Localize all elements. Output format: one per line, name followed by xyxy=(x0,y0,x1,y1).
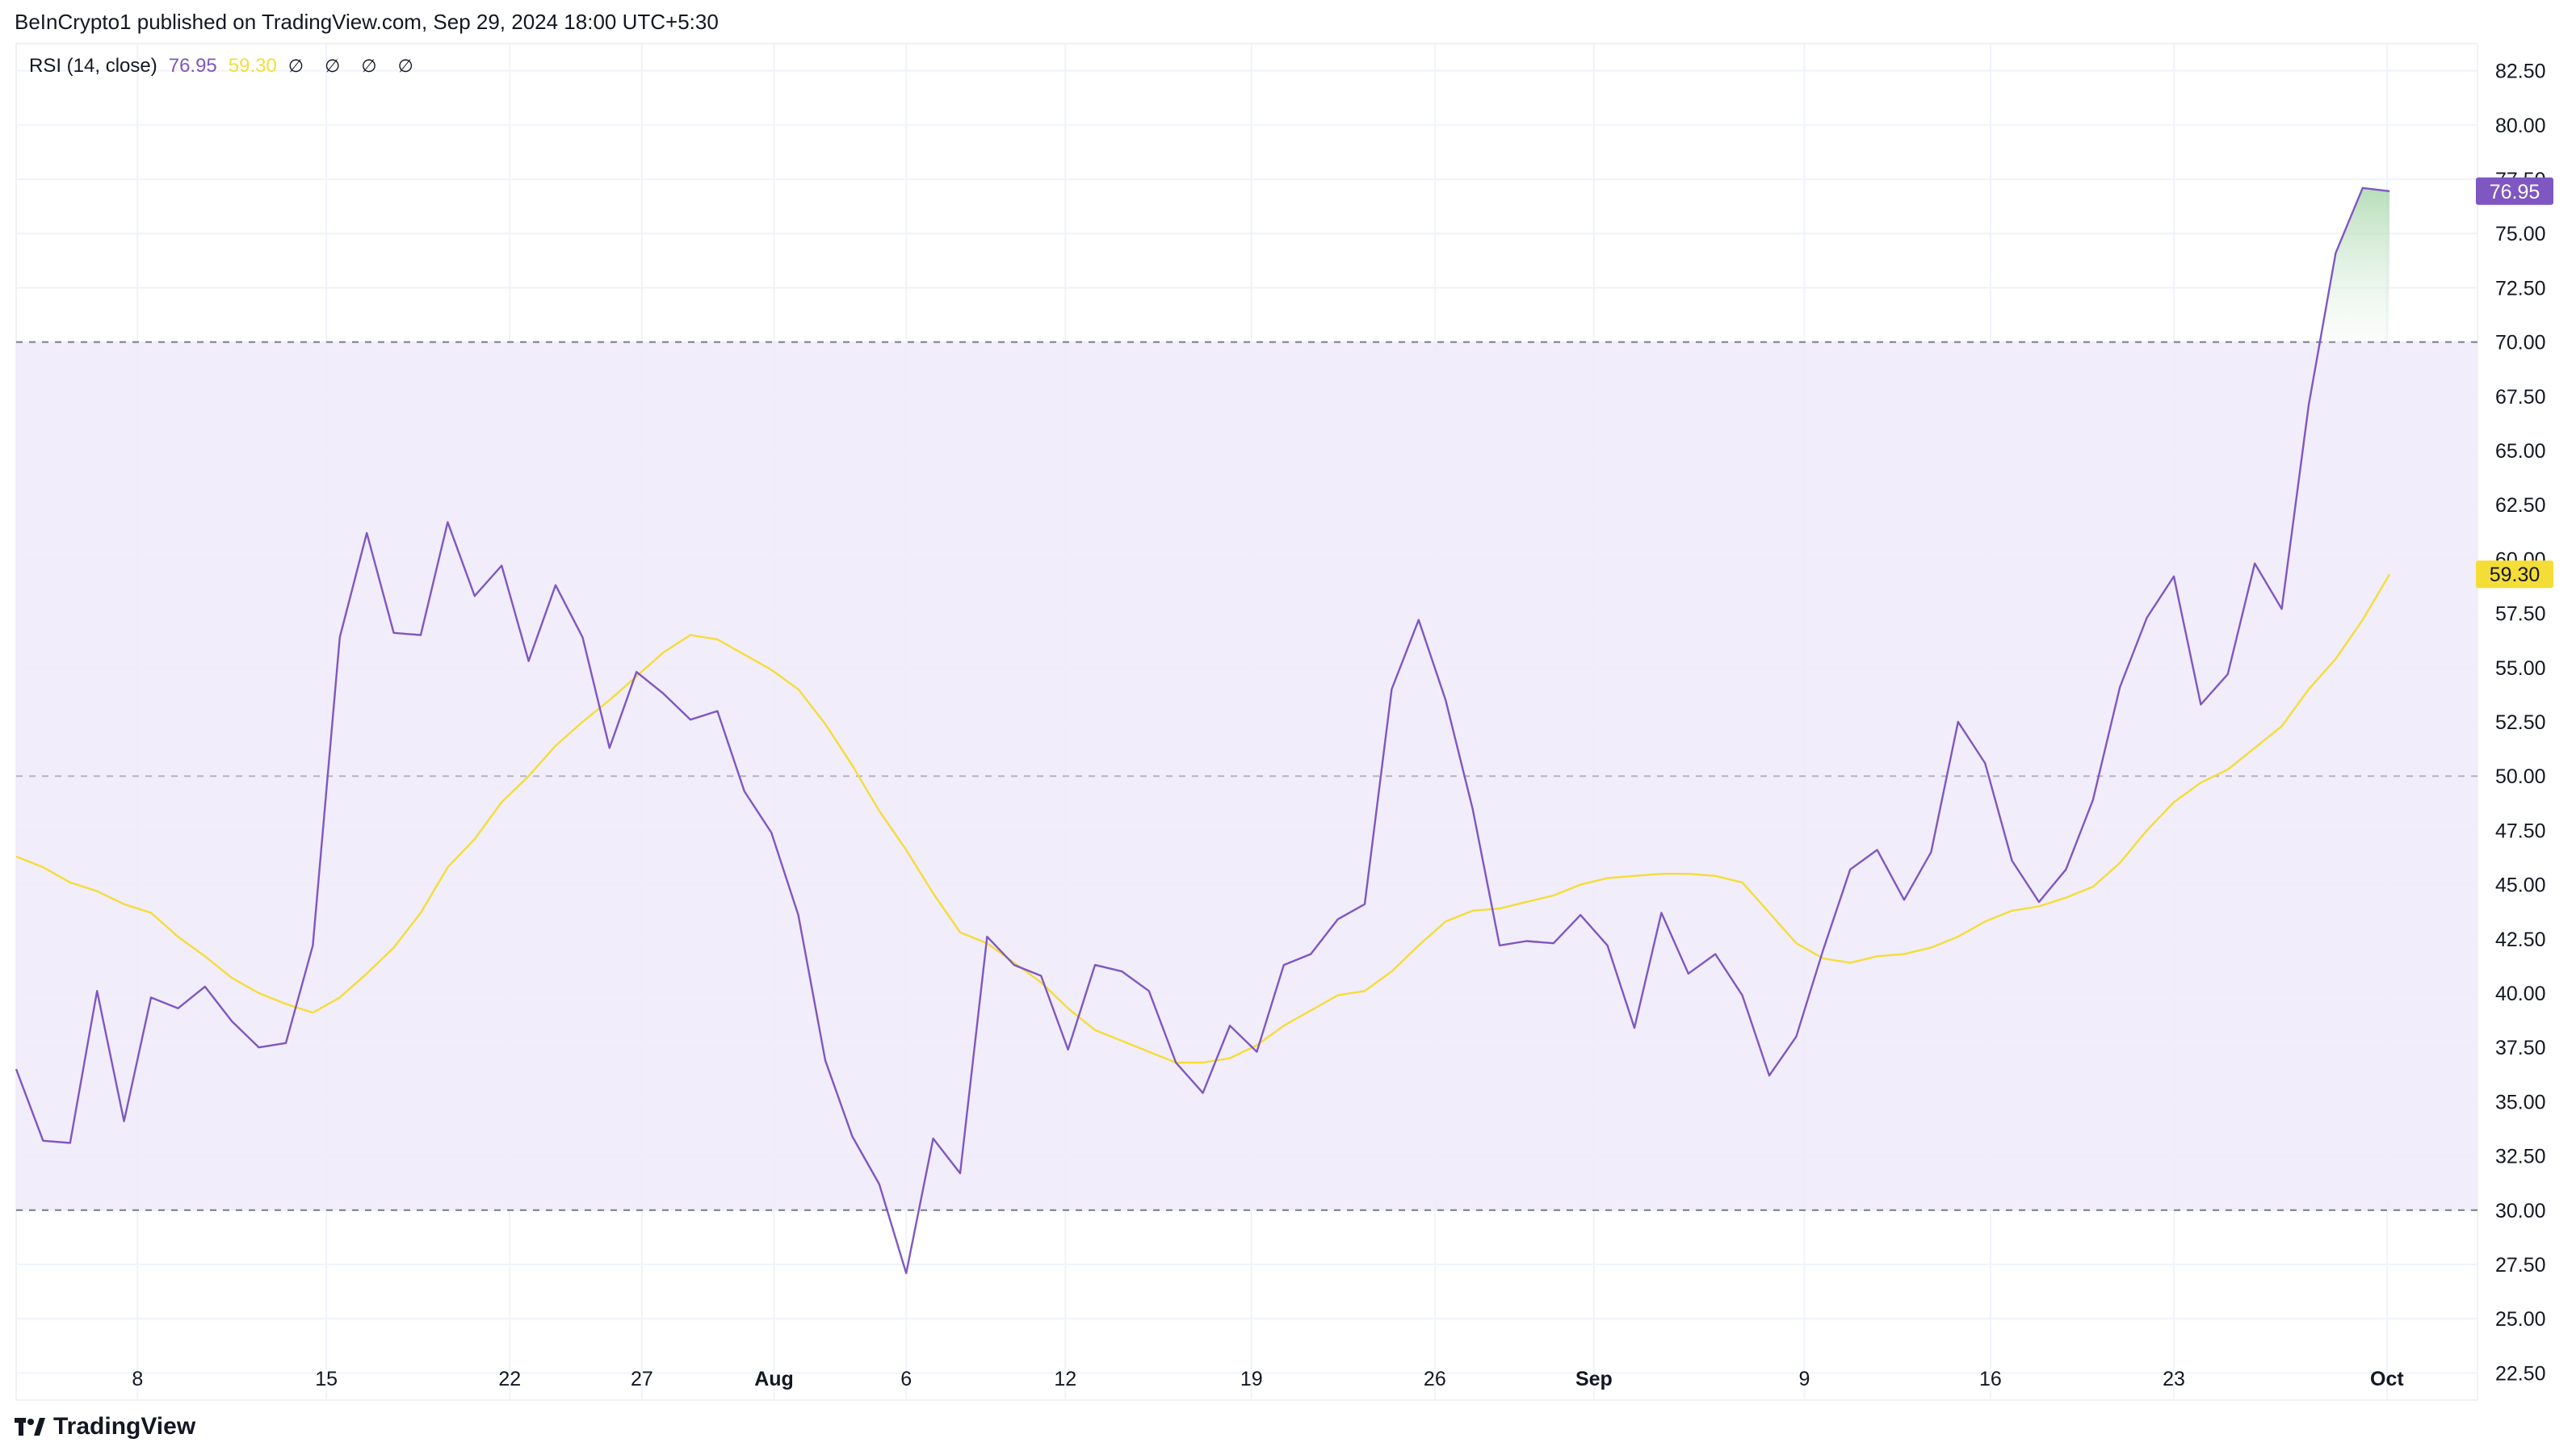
y-tick-label: 32.50 xyxy=(2495,1146,2546,1168)
rsi-current-value: 76.95 xyxy=(168,55,217,77)
tradingview-logo[interactable]: TradingView xyxy=(15,1413,195,1440)
x-tick-label: 8 xyxy=(132,1368,143,1390)
y-tick-label: 62.50 xyxy=(2495,494,2546,517)
x-tick-label: 27 xyxy=(631,1368,653,1390)
brand-label: TradingView xyxy=(53,1413,196,1440)
x-tick-label: 23 xyxy=(2163,1368,2185,1390)
ma-series-line xyxy=(15,573,2391,1064)
x-tick-label: 9 xyxy=(1798,1368,1810,1390)
y-tick-label: 35.00 xyxy=(2495,1091,2546,1113)
y-tick-label: 57.50 xyxy=(2495,603,2546,626)
indicator-name: RSI (14, close) xyxy=(29,55,157,77)
axes: 22.50 25.00 27.50 30.00 32.50 35.00 37.50 40.00… xyxy=(132,61,2553,1390)
rsi-band xyxy=(16,341,2477,1211)
y-tick-label: 27.50 xyxy=(2495,1254,2546,1277)
y-tick-label: 37.50 xyxy=(2495,1037,2546,1059)
series-lines xyxy=(15,187,2391,1274)
x-tick-label: Sep xyxy=(1575,1368,1613,1390)
ma-current-value: 59.30 xyxy=(228,55,277,77)
legend-format-icons[interactable]: ∅ ∅ ∅ ∅ xyxy=(287,56,422,76)
rsi-series-line xyxy=(15,187,2390,1274)
y-tick-label: 42.50 xyxy=(2495,929,2546,951)
y-tick-label: 55.00 xyxy=(2495,657,2546,680)
x-tick-label: 26 xyxy=(1424,1368,1446,1390)
indicator-legend[interactable]: RSI (14, close) 76.95 59.30 ∅ ∅ ∅ ∅ xyxy=(29,55,422,78)
x-tick-label: Oct xyxy=(2370,1368,2404,1390)
x-tick-label: 6 xyxy=(900,1368,912,1390)
y-tick-label: 50.00 xyxy=(2495,765,2546,788)
y-tick-label: 25.00 xyxy=(2495,1308,2546,1331)
y-tick-label: 22.50 xyxy=(2495,1362,2546,1385)
overbought-fill xyxy=(2319,187,2390,342)
y-tick-label: 70.00 xyxy=(2495,332,2546,354)
x-tick-label: 22 xyxy=(498,1368,521,1390)
x-tick-label: 12 xyxy=(1054,1368,1076,1390)
y-tick-label: 47.50 xyxy=(2495,820,2546,842)
rsi-last-value-tag: 76.95 xyxy=(2490,181,2540,203)
y-tick-label: 45.00 xyxy=(2495,874,2546,897)
x-tick-label: 15 xyxy=(315,1368,338,1390)
ma-last-value-tag: 59.30 xyxy=(2490,564,2540,586)
y-tick-label: 72.50 xyxy=(2495,277,2546,300)
y-tick-label: 40.00 xyxy=(2495,983,2546,1005)
rsi-last-value-tag-bg xyxy=(2476,177,2553,205)
y-tick-label: 67.50 xyxy=(2495,386,2546,409)
ma-last-value-tag-bg xyxy=(2476,560,2553,589)
y-tick-label: 82.50 xyxy=(2495,61,2546,83)
y-tick-label: 75.00 xyxy=(2495,223,2546,245)
y-tick-label: 52.50 xyxy=(2495,711,2546,734)
tradingview-icon xyxy=(15,1418,45,1436)
x-tick-label: 16 xyxy=(1979,1368,2002,1390)
y-tick-label: 30.00 xyxy=(2495,1200,2546,1222)
x-tick-label: Aug xyxy=(754,1368,794,1390)
publisher-caption: BeInCrypto1 published on TradingView.com… xyxy=(15,10,719,34)
y-tick-label: 65.00 xyxy=(2495,440,2546,463)
x-tick-label: 19 xyxy=(1240,1368,1263,1390)
y-tick-label: 80.00 xyxy=(2495,115,2546,137)
